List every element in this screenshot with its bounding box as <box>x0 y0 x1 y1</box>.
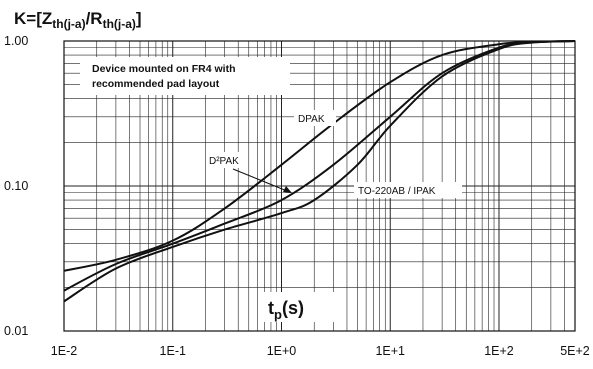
x-tick-label: 5E+2 <box>560 344 590 358</box>
y-tick-label: 0.01 <box>4 324 28 338</box>
x-tick-labels: 1E-2 1E-1 1E+0 1E+1 1E+2 5E+2 <box>51 344 590 358</box>
label-d2pak: D²PAK <box>209 156 239 167</box>
label-dpak: DPAK <box>298 114 325 125</box>
x-axis-label-bg <box>262 292 338 322</box>
label-dpak-bg <box>294 110 336 126</box>
x-tick-label: 1E+2 <box>484 344 514 358</box>
label-to220-bg <box>354 182 462 198</box>
x-tick-label: 1E+0 <box>267 344 297 358</box>
d2pak-arrow-head <box>283 186 292 193</box>
label-to220: TO-220AB / IPAK <box>358 186 436 197</box>
x-tick-label: 1E+1 <box>375 344 405 358</box>
x-tick-label: 1E-2 <box>51 344 77 358</box>
x-tick-label: 1E-1 <box>160 344 186 358</box>
series-d2pak-line <box>63 40 576 292</box>
y-tick-label: 0.10 <box>4 179 28 193</box>
y-tick-labels: 1.00 0.10 0.01 <box>4 34 28 338</box>
annotation-line-2: recommended pad layout <box>92 78 220 90</box>
x-axis-label: tp(s) <box>268 298 304 322</box>
plot-frame <box>63 40 576 332</box>
label-d2pak-bg <box>206 152 246 168</box>
annotation-line-1: Device mounted on FR4 with <box>92 63 236 75</box>
series-to220-line <box>63 40 576 303</box>
chart-title: K=[Zth(j-a)/Rth(j-a)] <box>14 9 142 31</box>
d2pak-arrow-line <box>232 168 288 192</box>
y-tick-label: 1.00 <box>4 34 28 48</box>
annotation-box <box>80 57 290 95</box>
